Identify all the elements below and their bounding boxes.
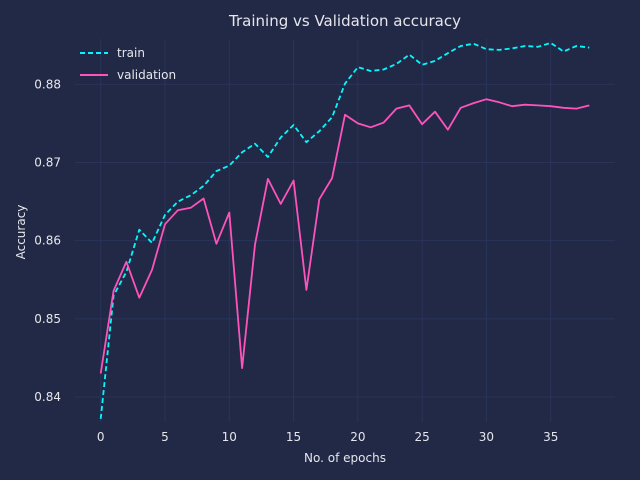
y-axis-title: Accuracy [14, 205, 28, 260]
x-tick-label: 25 [415, 430, 430, 444]
series-lines [99, 42, 590, 419]
x-axis-ticks: 0 5 10 15 20 25 30 35 [97, 430, 558, 444]
y-tick-label: 0.86 [34, 234, 61, 248]
x-tick-label: 10 [222, 430, 237, 444]
x-tick-label: 0 [97, 430, 105, 444]
x-tick-label: 30 [479, 430, 494, 444]
x-tick-label: 20 [350, 430, 365, 444]
legend-label-train: train [117, 46, 145, 60]
x-tick-label: 5 [161, 430, 169, 444]
y-tick-label: 0.87 [34, 155, 61, 169]
y-axis-ticks: 0.84 0.85 0.86 0.87 0.88 [34, 77, 61, 404]
chart-title: Training vs Validation accuracy [228, 12, 461, 30]
y-tick-label: 0.84 [34, 390, 61, 404]
y-tick-label: 0.85 [34, 312, 61, 326]
y-tick-label: 0.88 [34, 77, 61, 91]
legend-label-validation: validation [117, 68, 176, 82]
series-line-validation [99, 98, 590, 374]
x-tick-label: 15 [286, 430, 301, 444]
x-axis-title: No. of epochs [304, 451, 386, 465]
x-tick-label: 35 [543, 430, 558, 444]
series-line-train [99, 42, 590, 419]
legend: train validation [80, 46, 176, 82]
